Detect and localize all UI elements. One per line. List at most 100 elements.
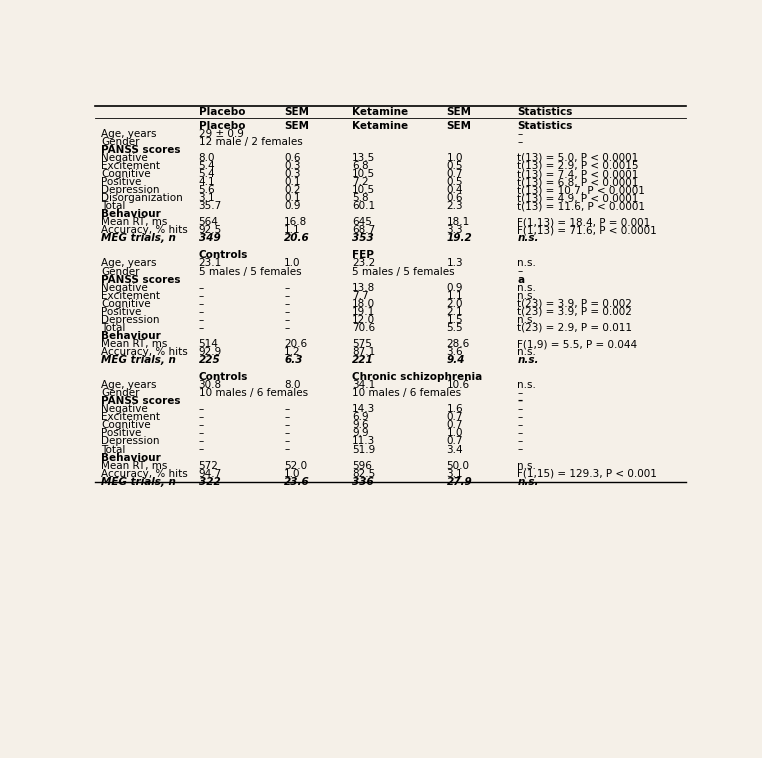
Text: 0.5: 0.5 [447,177,463,187]
Text: Ketamine: Ketamine [352,121,408,130]
Text: 11.3: 11.3 [352,437,376,446]
Text: Negative: Negative [101,153,148,163]
Text: 13.5: 13.5 [352,153,376,163]
Text: 1.3: 1.3 [447,258,463,268]
Text: 8.0: 8.0 [284,380,301,390]
Text: –: – [517,396,523,406]
Text: t(23) = 3.9, P = 0.002: t(23) = 3.9, P = 0.002 [517,307,632,317]
Text: 10.5: 10.5 [352,169,375,179]
Text: 5 males / 5 females: 5 males / 5 females [199,267,301,277]
Text: 10 males / 6 females: 10 males / 6 females [352,388,461,398]
Text: –: – [199,315,204,325]
Text: Gender: Gender [101,137,139,147]
Text: t(23) = 3.9, P = 0.002: t(23) = 3.9, P = 0.002 [517,299,632,309]
Text: 23.2: 23.2 [352,258,376,268]
Text: –: – [199,444,204,455]
Text: 1.0: 1.0 [447,153,463,163]
Text: 1.2: 1.2 [284,347,301,357]
Text: Total: Total [101,202,126,211]
Text: 5 males / 5 females: 5 males / 5 females [352,267,455,277]
Text: 28.6: 28.6 [447,339,470,349]
Text: 7.2: 7.2 [352,177,369,187]
Text: 0.3: 0.3 [284,161,301,171]
Text: 52.0: 52.0 [284,461,307,471]
Text: 16.8: 16.8 [284,218,308,227]
Text: 94.7: 94.7 [199,468,222,479]
Text: F(1,15) = 129.3, P < 0.001: F(1,15) = 129.3, P < 0.001 [517,468,658,479]
Text: 50.0: 50.0 [447,461,469,471]
Text: 0.4: 0.4 [447,185,463,195]
Text: 0.7: 0.7 [447,437,463,446]
Text: –: – [199,323,204,333]
Text: –: – [517,129,523,139]
Text: 564: 564 [199,218,219,227]
Text: Chronic schizophrenia: Chronic schizophrenia [352,372,482,382]
Text: –: – [199,421,204,431]
Text: t(13) = 6.8, P < 0.0001: t(13) = 6.8, P < 0.0001 [517,177,639,187]
Text: t(13) = 5.0, P < 0.0001: t(13) = 5.0, P < 0.0001 [517,153,639,163]
Text: Gender: Gender [101,388,139,398]
Text: 6.9: 6.9 [352,412,369,422]
Text: SEM: SEM [447,121,472,130]
Text: 572: 572 [199,461,219,471]
Text: –: – [284,299,290,309]
Text: 29 ± 0.9: 29 ± 0.9 [199,129,244,139]
Text: Placebo: Placebo [199,108,245,117]
Text: t(13) = 11.6, P < 0.0001: t(13) = 11.6, P < 0.0001 [517,202,645,211]
Text: 3.1: 3.1 [199,193,215,203]
Text: 27.9: 27.9 [447,477,472,487]
Text: 2.0: 2.0 [447,299,463,309]
Text: –: – [199,428,204,438]
Text: –: – [517,421,523,431]
Text: 575: 575 [352,339,372,349]
Text: MEG trials, n: MEG trials, n [101,477,176,487]
Text: –: – [199,412,204,422]
Text: Accuracy, % hits: Accuracy, % hits [101,347,188,357]
Text: a: a [517,274,524,284]
Text: t(13) = 10.7, P < 0.0001: t(13) = 10.7, P < 0.0001 [517,185,645,195]
Text: –: – [199,437,204,446]
Text: MEG trials, n: MEG trials, n [101,355,176,365]
Text: Controls: Controls [199,250,248,261]
Text: Gender: Gender [101,267,139,277]
Text: 23.1: 23.1 [199,258,222,268]
Text: 0.7: 0.7 [447,169,463,179]
Text: n.s.: n.s. [517,290,536,301]
Text: Mean RT, ms: Mean RT, ms [101,218,168,227]
Text: 60.1: 60.1 [352,202,375,211]
Text: Total: Total [101,444,126,455]
Text: F(1,13) = 18.4, P = 0.001: F(1,13) = 18.4, P = 0.001 [517,218,651,227]
Text: –: – [517,267,523,277]
Text: 0.3: 0.3 [284,169,301,179]
Text: 1.6: 1.6 [447,404,463,414]
Text: –: – [517,444,523,455]
Text: Depression: Depression [101,315,160,325]
Text: SEM: SEM [447,108,472,117]
Text: Statistics: Statistics [517,108,573,117]
Text: PANSS scores: PANSS scores [101,274,181,284]
Text: 70.6: 70.6 [352,323,375,333]
Text: –: – [284,315,290,325]
Text: n.s.: n.s. [517,233,539,243]
Text: –: – [199,283,204,293]
Text: Accuracy, % hits: Accuracy, % hits [101,225,188,236]
Text: 0.1: 0.1 [284,177,301,187]
Text: 0.6: 0.6 [447,193,463,203]
Text: Behaviour: Behaviour [101,331,161,341]
Text: –: – [284,428,290,438]
Text: n.s.: n.s. [517,380,536,390]
Text: 3.3: 3.3 [447,225,463,236]
Text: 68.7: 68.7 [352,225,376,236]
Text: 0.1: 0.1 [284,193,301,203]
Text: Cognitive: Cognitive [101,299,151,309]
Text: 18.0: 18.0 [352,299,375,309]
Text: Cognitive: Cognitive [101,169,151,179]
Text: t(13) = 4.9, P < 0.0001: t(13) = 4.9, P < 0.0001 [517,193,639,203]
Text: 9.4: 9.4 [447,355,465,365]
Text: 7.7: 7.7 [352,290,369,301]
Text: 18.1: 18.1 [447,218,470,227]
Text: 9.6: 9.6 [352,421,369,431]
Text: 12 male / 2 females: 12 male / 2 females [199,137,303,147]
Text: Excitement: Excitement [101,161,160,171]
Text: 1.0: 1.0 [447,428,463,438]
